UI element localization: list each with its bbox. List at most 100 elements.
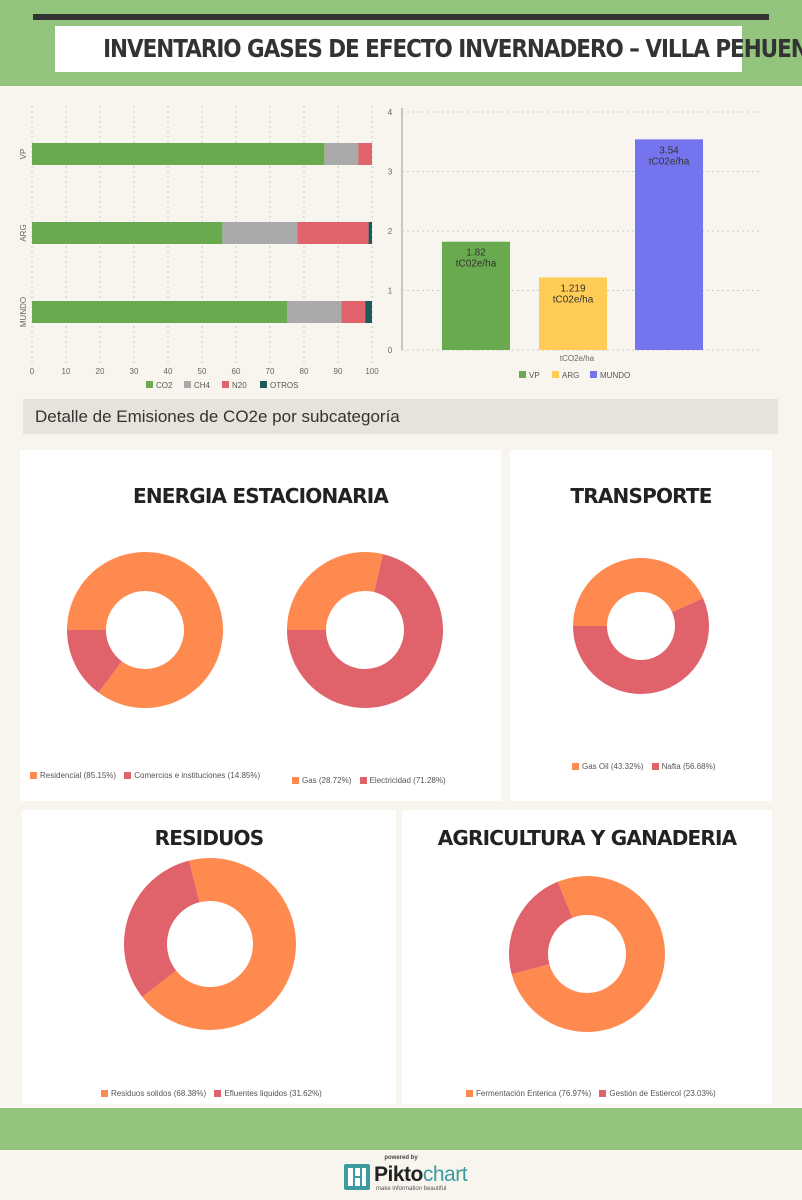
- stacked-bar-chart: 0 10 20 30 40 50 60 70 80 90 100 VP ARG MUNDO CO2 CH4 N2…: [19, 106, 379, 390]
- detail-banner: [23, 399, 778, 434]
- legend-label: CO2: [156, 381, 173, 390]
- legend-agricultura: Fermentación Enterica (76.97%) Gestión d…: [466, 1089, 722, 1098]
- x-tick-label: 90: [334, 367, 343, 376]
- legend-label: VP: [529, 371, 540, 380]
- bar: [539, 277, 607, 350]
- x-tick-label: 20: [96, 367, 105, 376]
- bar: [635, 139, 703, 350]
- legend-item: Fermentación Enterica (76.97%): [466, 1089, 591, 1098]
- x-tick-label: 60: [232, 367, 241, 376]
- legend-swatch: [519, 371, 526, 378]
- legend-label: Residencial (85.15%): [40, 771, 117, 780]
- legend-label: MUNDO: [600, 371, 630, 380]
- panel-title-transporte: TRANSPORTE: [570, 484, 712, 508]
- bar-unit-label: tC02e/ha: [649, 156, 690, 167]
- panel-title-residuos: RESIDUOS: [154, 826, 265, 850]
- bar-segment: [297, 222, 369, 244]
- donut-slice: [142, 858, 296, 1030]
- panel-title-energia: ENERGIA ESTACIONARIA: [132, 484, 389, 508]
- legend-label: Comercios e instituciones (14.85%): [134, 771, 261, 780]
- legend-label: Efluentes liquidos (31.62%): [224, 1089, 322, 1098]
- category-label: ARG: [19, 224, 28, 241]
- bar-segment: [32, 143, 325, 165]
- x-tick-label: 70: [266, 367, 275, 376]
- legend-swatch: [184, 381, 191, 388]
- header-rule: [33, 14, 769, 20]
- bar-segment: [365, 301, 372, 323]
- donut-slice: [573, 598, 709, 694]
- brand-name-light: chart: [422, 1163, 468, 1186]
- donut-transporte: [573, 558, 709, 694]
- bar-segment: [32, 222, 223, 244]
- piktochart-logo-icon: [344, 1164, 370, 1190]
- donut-slice: [573, 558, 704, 626]
- x-tick-label: 10: [62, 367, 71, 376]
- brand-tagline: make information beautiful: [376, 1186, 447, 1192]
- panel-transporte: TRANSPORTE Gas Oil (43.32%) Nafta (56.68…: [510, 450, 772, 801]
- bar-value-label: 1.219: [560, 283, 585, 294]
- legend-label: N20: [232, 381, 247, 390]
- brand-name: Piktochart: [374, 1163, 468, 1187]
- powered-by-label: powered by: [384, 1155, 418, 1161]
- legend-item: Gas (28.72%): [292, 776, 351, 785]
- legend-swatch: [466, 1090, 473, 1097]
- legend-transporte: Gas Oil (43.32%) Nafta (56.68%): [572, 762, 721, 771]
- legend-swatch: [552, 371, 559, 378]
- legend-item: Gestión de Estiercol (23.03%): [599, 1089, 716, 1098]
- legend-label: Electricidad (71.28%): [369, 776, 446, 785]
- y-tick-label: 4: [388, 108, 393, 117]
- footer-band: [0, 1108, 802, 1150]
- legend-item: Residuos solidos (68.38%): [101, 1089, 206, 1098]
- legend-label: Fermentación Enterica (76.97%): [476, 1089, 592, 1098]
- legend-item: Efluentes liquidos (31.62%): [214, 1089, 322, 1098]
- bar-unit-label: tC02e/ha: [553, 294, 594, 305]
- bar-unit-label: tC02e/ha: [456, 259, 497, 270]
- donut-slice: [67, 552, 223, 708]
- legend-label: Gas Oil (43.32%): [582, 762, 644, 771]
- legend-swatch: [101, 1090, 108, 1097]
- donut-slice: [287, 552, 384, 630]
- panel-title-agricultura: AGRICULTURA Y GANADERIA: [437, 826, 737, 850]
- legend-label: Gas (28.72%): [302, 776, 352, 785]
- legend-item: Electricidad (71.28%): [359, 776, 446, 785]
- legend-item: Residencial (85.15%): [30, 771, 116, 780]
- bar-segment: [32, 301, 287, 323]
- panel-residuos: RESIDUOS Residuos solidos (68.38%) Eflue…: [22, 810, 396, 1104]
- y-tick-label: 3: [388, 168, 393, 177]
- bar-segment: [368, 222, 372, 244]
- legend-item: Gas Oil (43.32%): [572, 762, 643, 771]
- legend-swatch: [590, 371, 597, 378]
- donut-slice: [511, 876, 665, 1032]
- legend-swatch: [124, 772, 132, 779]
- donut-slice: [287, 554, 443, 708]
- x-axis-label: tCO2e/ha: [560, 354, 595, 363]
- legend-swatch: [572, 763, 579, 770]
- legend-swatch: [292, 777, 299, 784]
- legend-label: Nafta (56.68%): [661, 762, 716, 771]
- legend-label: OTROS: [270, 381, 298, 390]
- legend-energia-2: Gas (28.72%) Electricidad (71.28%): [292, 776, 452, 785]
- legend-swatch: [651, 763, 659, 770]
- legend-swatch: [260, 381, 267, 388]
- donut-gas-electricidad: [287, 552, 443, 708]
- piktochart-brand[interactable]: powered by Piktochart make information b…: [340, 1155, 468, 1195]
- bar-segment: [341, 301, 366, 323]
- bar-segment: [358, 143, 372, 165]
- page-title: INVENTARIO GASES DE EFECTO INVERNADERO –…: [103, 34, 802, 63]
- legend-label: Residuos solidos (68.38%): [111, 1089, 207, 1098]
- legend-residuos: Residuos solidos (68.38%) Efluentes liqu…: [101, 1089, 328, 1098]
- donut-slice: [124, 860, 200, 997]
- legend-energia-1: Residencial (85.15%) Comercios e institu…: [30, 771, 266, 780]
- x-tick-label: 100: [365, 367, 379, 376]
- x-tick-label: 50: [198, 367, 207, 376]
- bar-segment: [287, 301, 342, 323]
- x-tick-label: 80: [300, 367, 309, 376]
- legend-swatch: [359, 777, 367, 784]
- category-label: VP: [19, 149, 28, 160]
- legend-swatch: [214, 1090, 222, 1097]
- legend-label: ARG: [562, 371, 579, 380]
- bar: [442, 241, 510, 350]
- panel-agricultura: AGRICULTURA Y GANADERIA Fermentación Ent…: [402, 810, 772, 1104]
- legend-swatch: [146, 381, 153, 388]
- y-tick-label: 1: [388, 287, 393, 296]
